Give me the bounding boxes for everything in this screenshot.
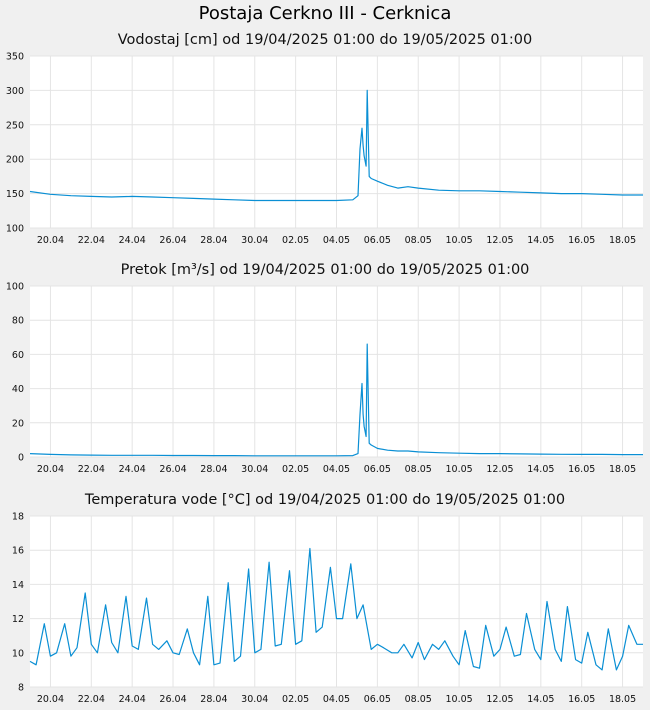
series-line [29,547,643,671]
x-tick-label: 28.04 [200,464,227,475]
x-tick-label: 30.04 [241,235,268,246]
x-tick-label: 04.05 [323,694,350,705]
x-tick-label: 10.05 [445,235,472,246]
x-tick-label: 16.05 [568,464,595,475]
x-tick-label: 30.04 [241,464,268,475]
y-tick-label: 350 [6,52,24,63]
x-tick-label: 14.05 [527,694,554,705]
x-tick-label: 04.05 [323,235,350,246]
x-tick-label: 26.04 [159,235,186,246]
x-tick-label: 12.05 [486,235,513,246]
x-tick-label: 22.04 [78,464,105,475]
y-tick-label: 100 [6,224,24,235]
y-tick-label: 8 [18,683,24,694]
x-tick-label: 08.05 [405,235,432,246]
chart-title: Pretok [m³/s] od 19/04/2025 01:00 do 19/… [121,262,530,278]
y-tick-label: 200 [6,155,24,166]
x-tick-label: 18.05 [609,694,636,705]
x-tick-label: 20.04 [37,235,64,246]
series-line [29,343,643,457]
page-title: Postaja Cerkno III - Cerknica [198,3,452,24]
y-tick-label: 100 [6,282,24,293]
x-tick-label: 26.04 [159,694,186,705]
y-tick-label: 0 [18,453,24,464]
x-tick-label: 08.05 [405,694,432,705]
y-tick-label: 20 [12,418,24,429]
x-tick-label: 22.04 [78,235,105,246]
x-tick-label: 26.04 [159,464,186,475]
x-tick-label: 14.05 [527,235,554,246]
x-tick-label: 12.05 [486,464,513,475]
y-tick-label: 300 [6,86,24,97]
y-tick-label: 250 [6,120,24,131]
x-tick-label: 24.04 [119,464,146,475]
y-tick-label: 12 [12,614,24,625]
x-tick-label: 06.05 [364,464,391,475]
x-tick-label: 02.05 [282,464,309,475]
x-tick-label: 16.05 [568,694,595,705]
x-tick-label: 20.04 [37,464,64,475]
y-tick-label: 16 [12,546,24,557]
y-tick-label: 60 [12,350,24,361]
x-tick-label: 20.04 [37,694,64,705]
x-tick-label: 04.05 [323,464,350,475]
x-tick-label: 22.04 [78,694,105,705]
y-tick-label: 40 [12,384,24,395]
x-tick-label: 08.05 [405,464,432,475]
x-tick-label: 10.05 [445,464,472,475]
x-tick-label: 02.05 [282,694,309,705]
y-tick-label: 18 [12,512,24,523]
x-tick-label: 24.04 [119,235,146,246]
x-tick-label: 18.05 [609,464,636,475]
x-tick-label: 18.05 [609,235,636,246]
chart-title: Vodostaj [cm] od 19/04/2025 01:00 do 19/… [118,32,532,48]
x-tick-label: 10.05 [445,694,472,705]
y-tick-label: 150 [6,189,24,200]
x-tick-label: 24.04 [119,694,146,705]
x-tick-label: 14.05 [527,464,554,475]
x-tick-label: 30.04 [241,694,268,705]
x-tick-label: 06.05 [364,235,391,246]
x-tick-label: 02.05 [282,235,309,246]
x-tick-label: 28.04 [200,235,227,246]
y-tick-label: 10 [12,648,24,659]
x-tick-label: 12.05 [486,694,513,705]
series-line [29,89,643,202]
x-tick-label: 16.05 [568,235,595,246]
x-tick-label: 28.04 [200,694,227,705]
y-tick-label: 80 [12,316,24,327]
x-tick-label: 06.05 [364,694,391,705]
y-tick-label: 14 [12,580,24,591]
chart-title: Temperatura vode [°C] od 19/04/2025 01:0… [84,492,565,508]
